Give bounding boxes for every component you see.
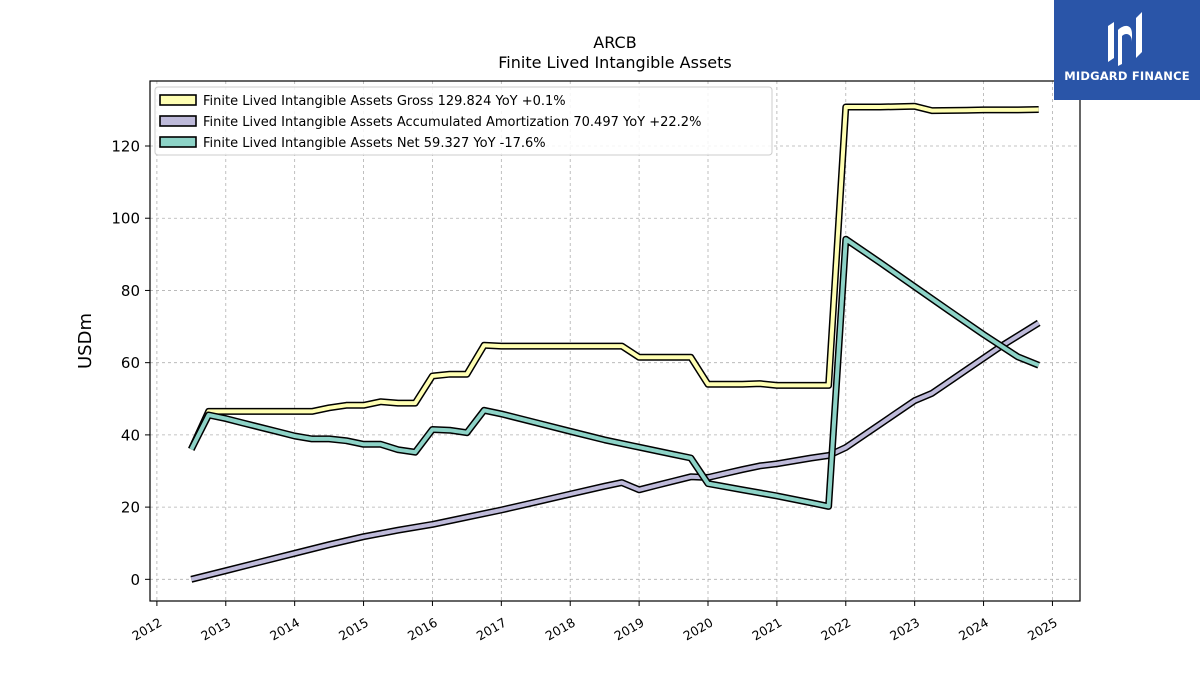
chart-title: ARCB [593, 33, 636, 52]
y-tick-label: 20 [121, 499, 140, 517]
legend-label-1: Finite Lived Intangible Assets Accumulat… [203, 115, 701, 130]
brand-logo: MIDGARD FINANCE [1054, 0, 1200, 100]
y-axis-label: USDm [75, 313, 96, 369]
plot-frame [149, 80, 1081, 602]
midgard-logo-icon [1108, 12, 1142, 66]
x-tick-label: 2020 [680, 615, 715, 644]
x-tick-label: 2024 [956, 615, 991, 644]
legend-swatch-2 [159, 136, 197, 148]
y-tick-label: 120 [111, 138, 140, 156]
x-tick-label: 2021 [749, 615, 784, 644]
y-tick-label: 0 [130, 571, 140, 589]
legend-swatch-0 [159, 94, 197, 106]
x-tick-label: 2012 [129, 615, 164, 644]
legend-label-2: Finite Lived Intangible Assets Net 59.32… [203, 136, 546, 151]
series-line-2 [189, 237, 1040, 509]
legend-swatch-1 [159, 115, 197, 127]
series-line-1 [190, 321, 1040, 582]
series-outline-2 [188, 235, 1041, 510]
x-tick-label: 2016 [405, 615, 440, 644]
x-tick-label: 2022 [818, 615, 853, 644]
y-tick-label: 80 [121, 282, 140, 300]
y-tick-label: 60 [121, 354, 140, 372]
series-outline-1 [190, 319, 1041, 583]
y-axis: 0 20 40 60 80 100 120 [111, 138, 150, 589]
grid [150, 81, 1080, 601]
x-tick-label: 2013 [198, 615, 233, 644]
legend-box [154, 86, 773, 156]
x-axis: 2012 2013 2014 2015 2016 2017 2018 2019 2020 2021… [129, 601, 1060, 644]
x-tick-label: 2019 [612, 615, 647, 644]
series-outline-0 [188, 102, 1039, 451]
chart-subtitle: Finite Lived Intangible Assets [498, 53, 731, 72]
x-tick-label: 2023 [887, 615, 922, 644]
x-tick-label: 2015 [336, 615, 371, 644]
y-tick-label: 40 [121, 426, 140, 444]
x-tick-label: 2017 [474, 615, 509, 644]
legend-label-0: Finite Lived Intangible Assets Gross 129… [203, 94, 566, 109]
x-tick-label: 2018 [543, 615, 578, 644]
y-tick-label: 100 [111, 210, 140, 228]
plot-series [188, 102, 1041, 583]
x-tick-label: 2025 [1025, 615, 1060, 644]
brand-logo-text: MIDGARD FINANCE [1064, 69, 1190, 83]
series-line-0 [189, 104, 1039, 451]
x-tick-label: 2014 [267, 615, 302, 644]
legend: Finite Lived Intangible Assets Gross 129… [154, 86, 773, 156]
